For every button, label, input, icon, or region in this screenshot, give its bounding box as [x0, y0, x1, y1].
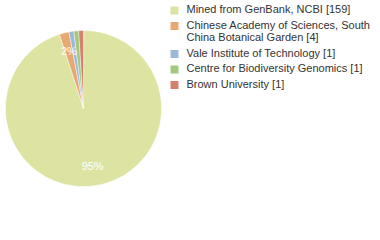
svg-text:Chinese Academy of Sciences, S: Chinese Academy of Sciences, SouthChina … — [187, 19, 370, 43]
svg-text:Mined from GenBank, NCBI [159]: Mined from GenBank, NCBI [159] — [187, 3, 351, 15]
svg-text:Vale Institute of Technology [: Vale Institute of Technology [1] — [187, 47, 336, 59]
svg-text:Centre for Biodiversity Genomi: Centre for Biodiversity Genomics [1] — [187, 62, 363, 74]
svg-text:95%: 95% — [82, 160, 104, 172]
svg-text:Brown University [1]: Brown University [1] — [187, 78, 285, 90]
svg-text:2%: 2% — [61, 45, 77, 57]
